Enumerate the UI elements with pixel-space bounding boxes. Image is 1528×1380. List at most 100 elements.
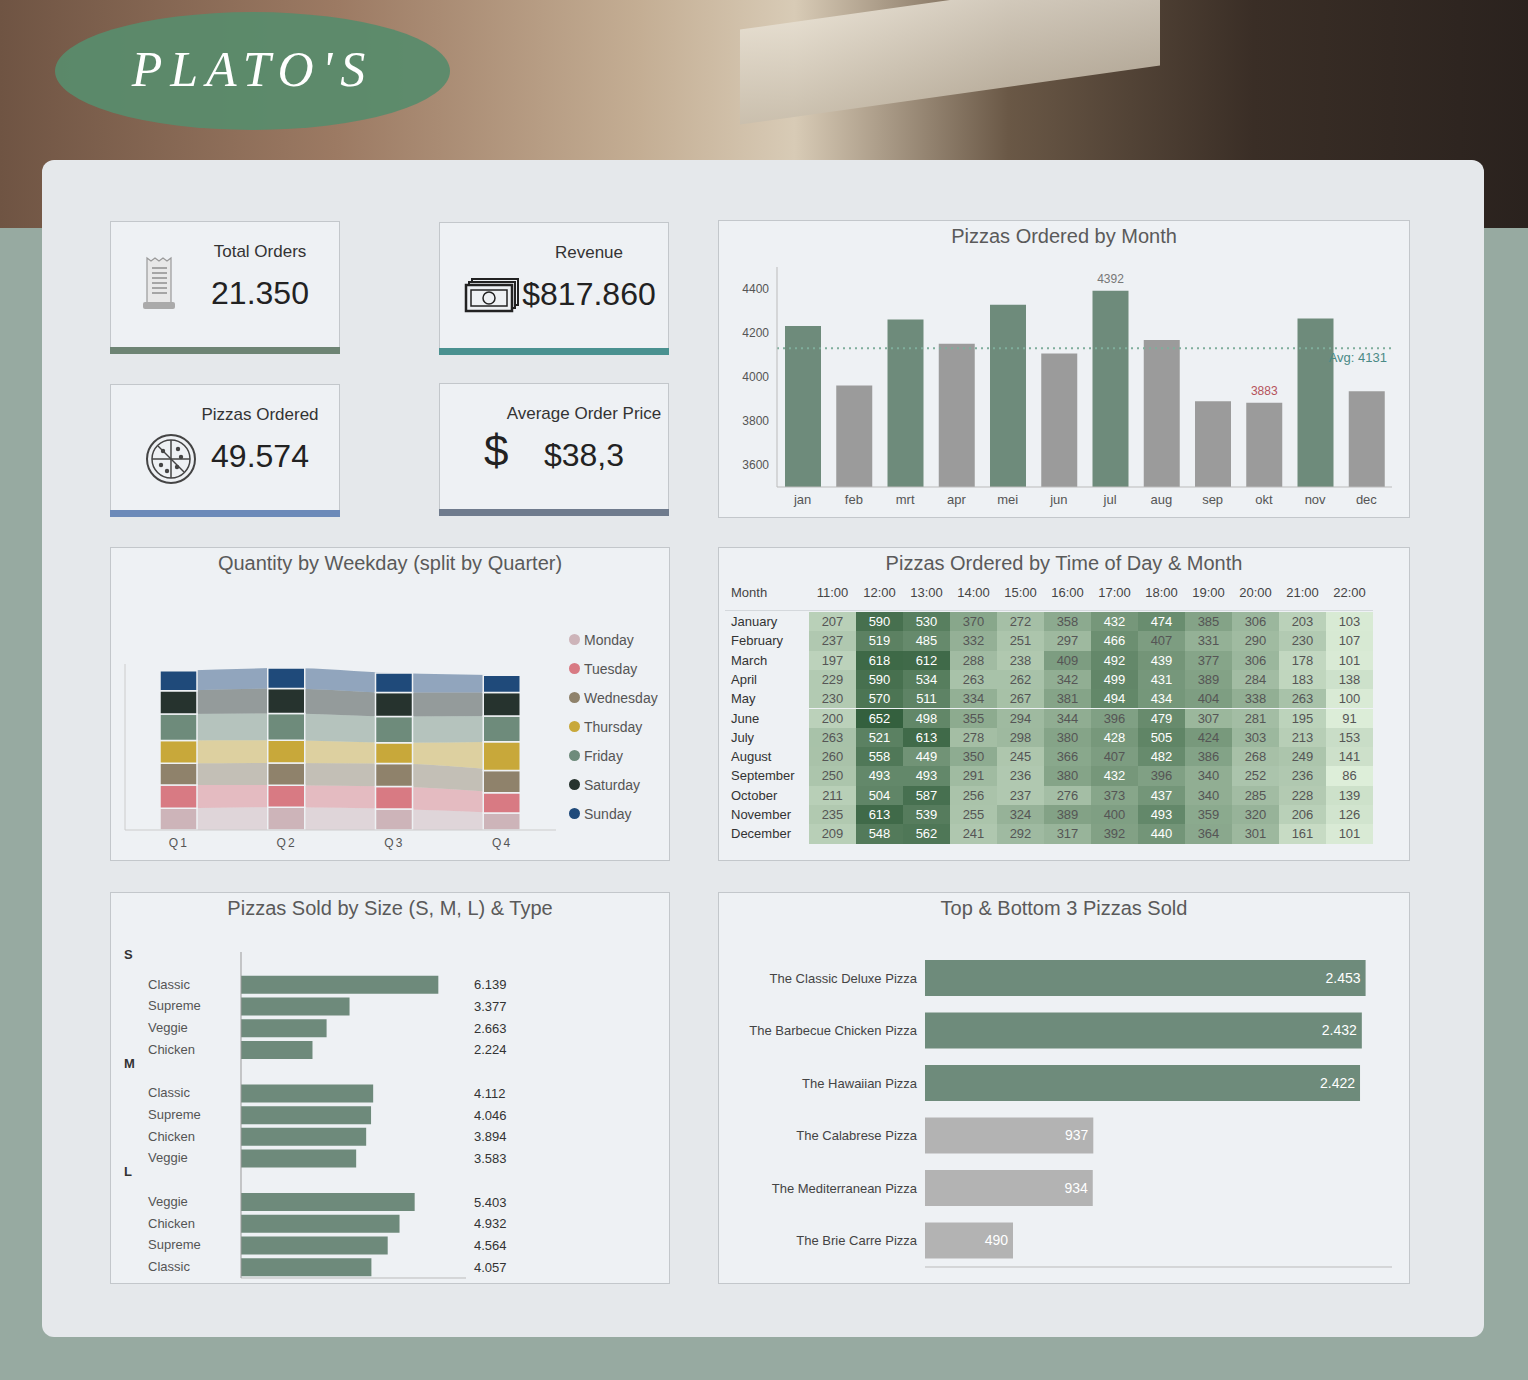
html-text:Pizzas Ordered: Pizzas Ordered [201, 405, 319, 424]
html-text:Average Order Price: Average Order Price [506, 404, 662, 423]
html-text:237: 237 [821, 633, 844, 649]
svg-text:Q1: Q1 [169, 836, 189, 850]
html-text:Total Orders: Total Orders [213, 242, 307, 261]
svg-text:Classic: Classic [148, 1259, 190, 1274]
svg-text:4392: 4392 [1097, 272, 1124, 286]
html-text:197: 197 [821, 652, 844, 668]
html-text:230: 230 [1291, 633, 1314, 649]
svg-text:3800: 3800 [742, 414, 769, 428]
svg-text:Chicken: Chicken [148, 1129, 195, 1144]
svg-text:mrt: mrt [896, 492, 915, 507]
svg-text:5.403: 5.403 [474, 1195, 507, 1210]
html-text:519: 519 [868, 633, 891, 649]
html-text:49.574: 49.574 [211, 438, 309, 474]
svg-text:6.139: 6.139 [474, 977, 507, 992]
svg-text:Veggie: Veggie [148, 1150, 188, 1165]
svg-text:The Hawaiian Pizza: The Hawaiian Pizza [802, 1076, 918, 1091]
html-text:Saturday: Saturday [584, 776, 640, 793]
svg-text:The Brie Carre Pizza: The Brie Carre Pizza [796, 1233, 917, 1248]
svg-text:3.894: 3.894 [474, 1129, 507, 1144]
svg-text:4.046: 4.046 [474, 1108, 507, 1123]
html-text:485: 485 [915, 633, 938, 649]
svg-text:Avg: 4131: Avg: 4131 [1329, 350, 1387, 365]
svg-text:4.932: 4.932 [474, 1216, 507, 1231]
html-text:Friday: Friday [584, 747, 623, 764]
svg-text:Classic: Classic [148, 1085, 190, 1100]
html-text:466: 466 [1103, 633, 1126, 649]
html-text:February: February [731, 633, 783, 649]
svg-text:490: 490 [985, 1232, 1009, 1248]
html-text:251: 251 [1009, 633, 1032, 649]
html-text:21.350: 21.350 [211, 275, 309, 311]
html-text:Pizzas Sold by Size (S, M, L): Pizzas Sold by Size (S, M, L) & Type [227, 897, 553, 919]
svg-text:2.224: 2.224 [474, 1042, 507, 1057]
html-text:290: 290 [1244, 633, 1267, 649]
html-text:March: March [731, 652, 768, 668]
svg-text:jan: jan [793, 492, 811, 507]
svg-text:4400: 4400 [742, 282, 769, 296]
svg-text:Chicken: Chicken [148, 1042, 195, 1057]
svg-text:Q2: Q2 [277, 836, 297, 850]
svg-text:Q3: Q3 [384, 836, 404, 850]
svg-text:jun: jun [1049, 492, 1067, 507]
svg-text:Classic: Classic [148, 977, 190, 992]
svg-text:4000: 4000 [742, 370, 769, 384]
svg-text:The Barbecue Chicken Pizza: The Barbecue Chicken Pizza [749, 1023, 917, 1038]
html-text:Revenue: Revenue [555, 243, 623, 262]
svg-text:nov: nov [1305, 492, 1326, 507]
svg-text:Q4: Q4 [492, 836, 512, 850]
svg-text:M: M [124, 1056, 135, 1071]
svg-text:S: S [124, 947, 133, 962]
svg-text:3.377: 3.377 [474, 999, 507, 1014]
svg-text:Supreme: Supreme [148, 998, 201, 1013]
svg-text:937: 937 [1065, 1127, 1089, 1143]
svg-text:3883: 3883 [1251, 384, 1278, 398]
svg-text:jul: jul [1103, 492, 1117, 507]
html-text:$38,3: $38,3 [544, 437, 624, 473]
svg-text:4.564: 4.564 [474, 1238, 507, 1253]
svg-text:Chicken: Chicken [148, 1216, 195, 1231]
svg-text:Supreme: Supreme [148, 1107, 201, 1122]
svg-text:The Classic Deluxe Pizza: The Classic Deluxe Pizza [770, 971, 918, 986]
html-text:297: 297 [1056, 633, 1079, 649]
html-text:Monday: Monday [584, 631, 634, 648]
html-text:PLATO'S: PLATO'S [131, 41, 374, 97]
html-text:Top & Bottom 3 Pizzas Sold: Top & Bottom 3 Pizzas Sold [940, 897, 1188, 919]
html-text:332: 332 [962, 633, 985, 649]
svg-text:mei: mei [997, 492, 1018, 507]
html-text:Tuesday: Tuesday [584, 660, 638, 677]
svg-text:4200: 4200 [742, 326, 769, 340]
svg-text:The Calabrese Pizza: The Calabrese Pizza [796, 1128, 917, 1143]
html-text:Wednesday: Wednesday [584, 689, 658, 706]
svg-text:2.663: 2.663 [474, 1021, 507, 1036]
html-text:Pizzas Ordered by Time of Day: Pizzas Ordered by Time of Day & Month [885, 552, 1243, 574]
svg-text:apr: apr [947, 492, 966, 507]
html-text:$817.860: $817.860 [522, 276, 656, 312]
html-text:Thursday: Thursday [584, 718, 643, 735]
html-text:Pizzas Ordered by Month: Pizzas Ordered by Month [951, 225, 1177, 247]
svg-text:The Mediterranean Pizza: The Mediterranean Pizza [772, 1181, 918, 1196]
svg-text:dec: dec [1356, 492, 1377, 507]
svg-text:2.453: 2.453 [1326, 970, 1361, 986]
svg-text:okt: okt [1255, 492, 1273, 507]
html-text:331: 331 [1197, 633, 1220, 649]
svg-text:Veggie: Veggie [148, 1194, 188, 1209]
svg-text:4.112: 4.112 [474, 1086, 506, 1101]
svg-text:2.422: 2.422 [1320, 1075, 1355, 1091]
svg-text:3.583: 3.583 [474, 1151, 507, 1166]
svg-text:L: L [124, 1164, 132, 1179]
html-text:407: 407 [1150, 633, 1173, 649]
html-text:Quantity by Weekday (split by: Quantity by Weekday (split by Quarter) [217, 552, 563, 574]
html-text:618: 618 [868, 652, 891, 668]
svg-text:4.057: 4.057 [474, 1260, 507, 1275]
svg-text:sep: sep [1202, 492, 1223, 507]
svg-text:aug: aug [1151, 492, 1173, 507]
svg-text:feb: feb [845, 492, 863, 507]
svg-text:934: 934 [1064, 1180, 1088, 1196]
html-text:Sunday: Sunday [584, 805, 632, 822]
svg-text:Veggie: Veggie [148, 1020, 188, 1035]
html-text:107: 107 [1338, 633, 1361, 649]
svg-text:2.432: 2.432 [1322, 1022, 1357, 1038]
svg-text:Supreme: Supreme [148, 1237, 201, 1252]
svg-text:3600: 3600 [742, 458, 769, 472]
